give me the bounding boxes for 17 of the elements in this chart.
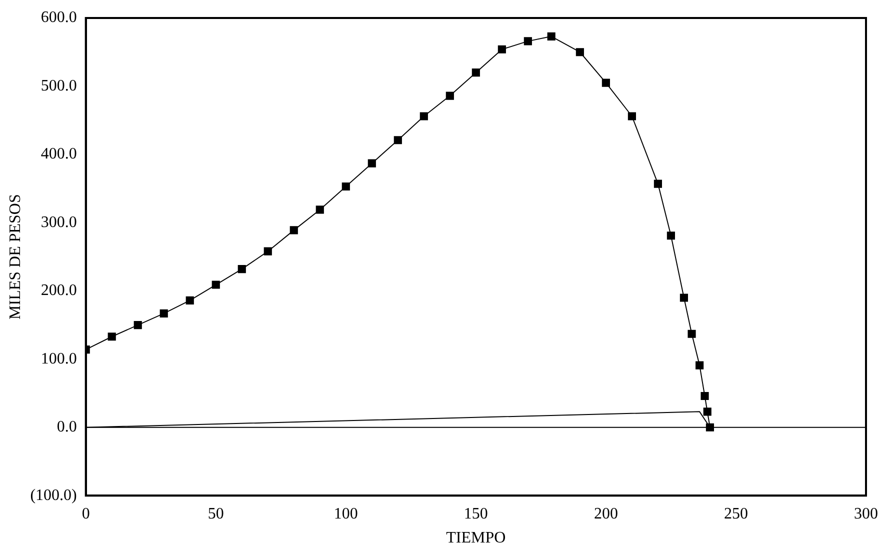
x-tick-label: 0 [82, 505, 90, 522]
y-tick-label: 400.0 [40, 146, 77, 163]
x-tick-label: 100 [334, 505, 358, 522]
y-tick-label: 0.0 [56, 418, 77, 436]
y-tick-label: 200.0 [40, 282, 77, 300]
x-tick-label: 300 [854, 505, 878, 522]
x-tick-label: 150 [464, 505, 488, 522]
x-axis-title: TIEMPO [446, 530, 506, 547]
x-tick-label: 50 [208, 505, 224, 522]
y-axis-title: MILES DE PESOS [6, 194, 24, 320]
y-tick-label: 300.0 [40, 214, 77, 231]
y-tick-label: (100.0) [30, 486, 77, 504]
x-tick-label: 200 [594, 505, 618, 522]
y-tick-label: 600.0 [40, 9, 77, 26]
y-tick-label: 100.0 [40, 350, 77, 368]
x-tick-label: 250 [724, 505, 748, 522]
y-tick-label: 500.0 [40, 77, 77, 94]
